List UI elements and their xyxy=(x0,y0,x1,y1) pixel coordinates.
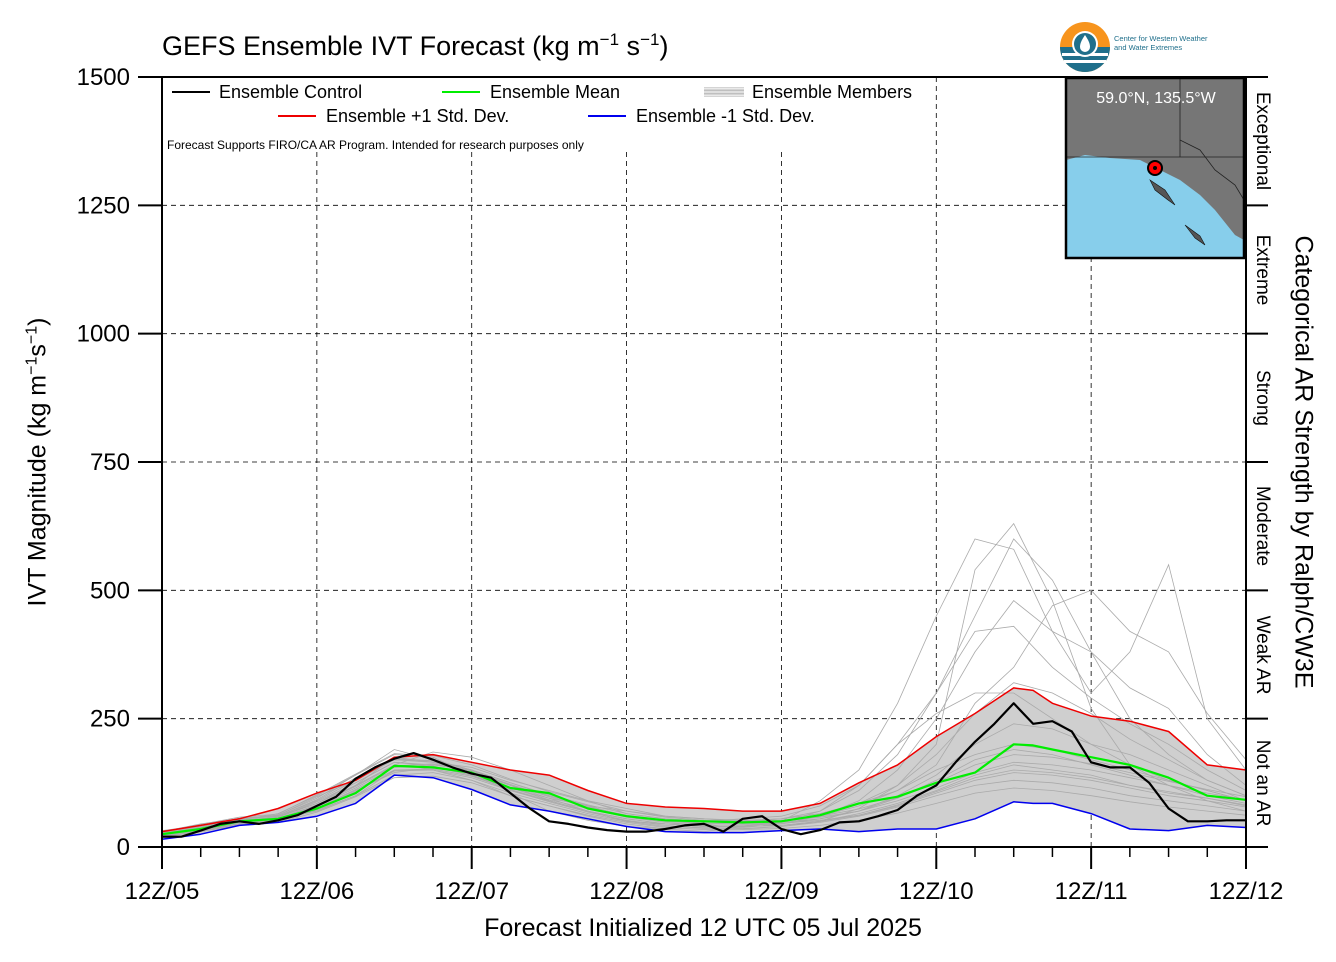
map-frame xyxy=(1064,76,1246,260)
ar-category-label: Strong xyxy=(1252,369,1273,426)
x-tick-label: 12Z/06 xyxy=(279,878,354,905)
legend-item: Ensemble +1 Std. Dev. xyxy=(278,106,509,126)
y-tick-label: 500 xyxy=(90,577,130,604)
std-band-layer xyxy=(162,687,1246,840)
map-border xyxy=(1179,139,1245,201)
y-tick-label: 250 xyxy=(90,706,130,733)
map-island xyxy=(1184,224,1206,246)
x-tick-label: 12Z/09 xyxy=(744,878,819,905)
y-tick-label: 1500 xyxy=(77,64,130,91)
x-tick-label: 12Z/05 xyxy=(125,878,200,905)
ar-category-label: Exceptional xyxy=(1252,92,1273,191)
x-tick-label: 12Z/10 xyxy=(899,878,974,905)
legend: Ensemble Control Ensemble Mean Ensemble Me… xyxy=(167,82,912,152)
map-island xyxy=(1149,179,1176,206)
x-tick-label: 12Z/07 xyxy=(434,878,509,905)
legend-item: Ensemble -1 Std. Dev. xyxy=(588,106,815,126)
series-layer xyxy=(161,687,1247,841)
y-tick-label: 750 xyxy=(90,449,130,476)
series-line-ensemble-control xyxy=(162,702,1246,838)
location-marker-center xyxy=(1153,166,1157,170)
x-tick-label: 12Z/11 xyxy=(1055,878,1128,905)
legend-item: Ensemble Control xyxy=(172,82,362,102)
ensemble-member-line xyxy=(161,775,1247,838)
y-tick-label: 1250 xyxy=(77,192,130,219)
legend-label: Ensemble Control xyxy=(219,82,362,102)
map-ocean xyxy=(1066,155,1244,258)
y-tick-label: 1000 xyxy=(77,321,130,348)
legend-label: Ensemble Members xyxy=(752,82,912,102)
legend-item: Ensemble Members xyxy=(704,82,912,102)
cw3e-logo-icon xyxy=(1060,22,1110,72)
ar-category-label: Extreme xyxy=(1252,234,1273,305)
logo-caption: Center for Western Weather and Water Ext… xyxy=(1114,34,1208,52)
series-line-ensemble-1-std-dev xyxy=(161,687,1247,833)
ensemble-member-line xyxy=(161,682,1247,836)
right-axis-label: Categorical AR Strength by Ralph/CW3E xyxy=(1289,235,1318,689)
ar-category-label: Moderate xyxy=(1252,486,1273,567)
legend-item: Ensemble Mean xyxy=(442,82,620,102)
legend-label: Ensemble Mean xyxy=(490,82,620,102)
std-dev-band xyxy=(162,687,1246,840)
map-coordinates: 59.0°N, 135.5°W xyxy=(1096,90,1216,107)
cw3e-logo xyxy=(1058,20,1112,79)
chart-title-text: GEFS Ensemble IVT Forecast xyxy=(162,31,525,61)
x-tick-label: 12Z/08 xyxy=(589,878,664,905)
disclaimer-note: Forecast Supports FIRO/CA AR Program. In… xyxy=(167,138,584,152)
y-tick-label: 0 xyxy=(117,834,130,861)
y-axis-label: IVT Magnitude (kg m−1s−1) xyxy=(23,317,52,607)
legend-label: Ensemble -1 Std. Dev. xyxy=(636,106,815,126)
legend-label: Ensemble +1 Std. Dev. xyxy=(326,106,509,126)
series-line-ensemble-mean xyxy=(161,743,1247,836)
x-axis-label: Forecast Initialized 12 UTC 05 Jul 2025 xyxy=(484,914,922,942)
grid-layer xyxy=(162,77,1246,847)
location-inset-map xyxy=(1064,76,1246,260)
axes-layer: 0 250 500 750 1000 1250 1500 12Z/05 12Z/06 12Z/07… xyxy=(77,64,1284,905)
ar-category-label: Not an AR xyxy=(1252,739,1273,827)
ar-category-label: Weak AR xyxy=(1252,615,1273,694)
x-tick-label: 12Z/12 xyxy=(1209,878,1284,905)
ensemble-member-line xyxy=(161,768,1247,836)
chart-title: GEFS Ensemble IVT Forecast (kg m−1 s−1) xyxy=(162,30,668,62)
chart-title-units: (kg m−1 s−1) xyxy=(532,30,669,61)
